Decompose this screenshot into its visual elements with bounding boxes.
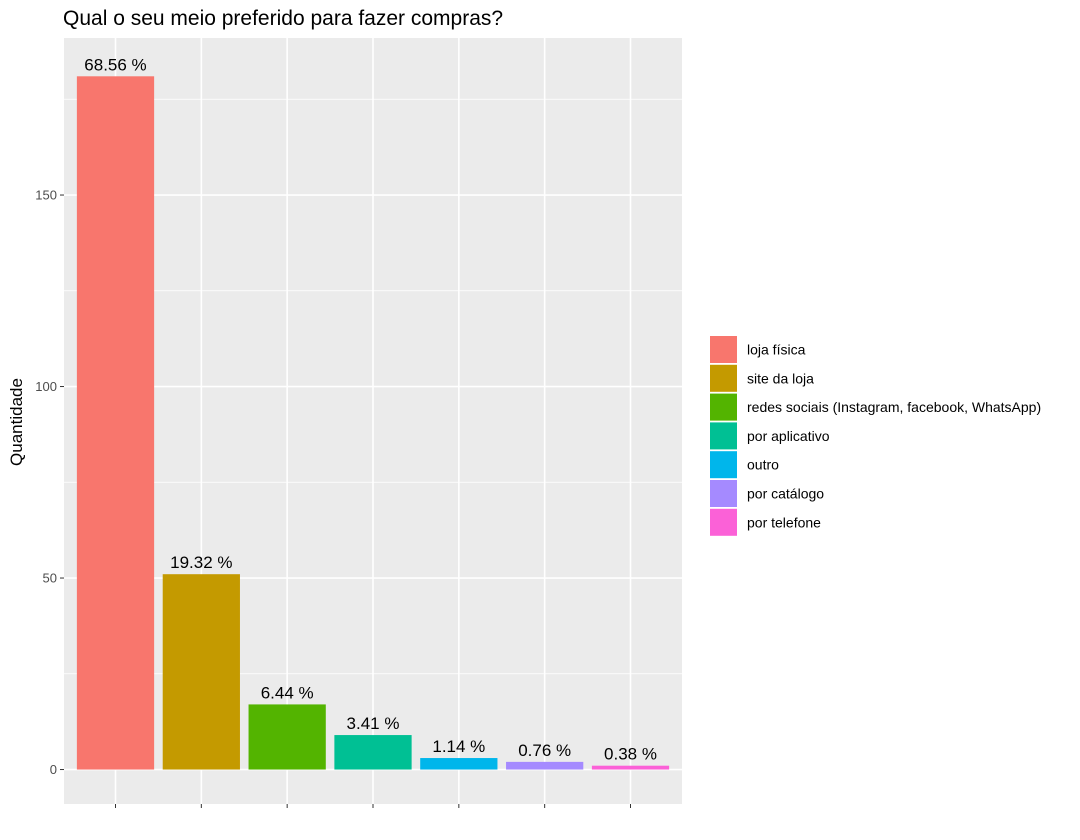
legend-label: site da loja bbox=[747, 370, 814, 386]
legend-label: loja física bbox=[747, 342, 806, 358]
bar bbox=[248, 704, 326, 770]
legend-key bbox=[710, 364, 737, 392]
bar bbox=[162, 574, 240, 770]
legend-key bbox=[710, 451, 737, 479]
y-tick-label: 50 bbox=[43, 571, 57, 586]
bar bbox=[591, 765, 670, 770]
legend-key bbox=[710, 336, 737, 363]
legend-key bbox=[710, 480, 737, 507]
data-label: 6.44 % bbox=[261, 683, 314, 702]
data-label: 19.32 % bbox=[170, 553, 232, 572]
legend-label: por catálogo bbox=[747, 486, 824, 502]
data-label: 1.14 % bbox=[432, 737, 485, 756]
y-tick-label: 150 bbox=[35, 188, 57, 203]
bar bbox=[334, 735, 412, 770]
legend: loja física site da loja redes sociais (In… bbox=[710, 336, 1041, 536]
legend-label: outro bbox=[747, 457, 779, 473]
bar bbox=[420, 758, 498, 770]
chart-title: Qual o seu meio preferido para fazer com… bbox=[63, 7, 503, 30]
y-tick-label: 100 bbox=[35, 379, 57, 394]
legend-key bbox=[710, 422, 737, 450]
data-label: 68.56 % bbox=[84, 55, 146, 74]
y-axis-label: Quantidade bbox=[7, 378, 26, 466]
data-label: 3.41 % bbox=[347, 714, 400, 733]
data-label: 0.38 % bbox=[604, 745, 657, 764]
legend-label: por aplicativo bbox=[747, 428, 830, 444]
plot-area: 0 50 100 150 68.56 % 19.32 % 6.44 % 3.41 % 1.14 … bbox=[35, 38, 682, 808]
y-tick-label: 0 bbox=[50, 762, 57, 777]
bar bbox=[506, 761, 584, 770]
bar bbox=[76, 76, 155, 770]
data-label: 0.76 % bbox=[518, 741, 571, 760]
legend-key bbox=[710, 393, 737, 421]
legend-key bbox=[710, 508, 737, 536]
legend-label: redes sociais (Instagram, facebook, What… bbox=[747, 399, 1041, 415]
legend-label: por telefone bbox=[747, 514, 821, 530]
